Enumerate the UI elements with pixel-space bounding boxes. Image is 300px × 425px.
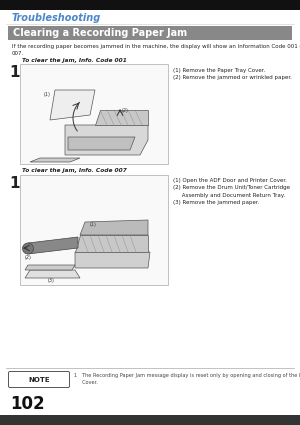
Bar (20, 175, 168, 285)
Polygon shape (68, 137, 135, 150)
Text: (2): (2) (122, 108, 129, 113)
Polygon shape (75, 252, 150, 268)
Bar (20, 64, 168, 164)
Polygon shape (30, 158, 80, 162)
Text: (1): (1) (90, 222, 97, 227)
Bar (0, 0, 300, 10)
Bar (0, 415, 300, 425)
Polygon shape (80, 220, 148, 235)
Text: 1: 1 (9, 176, 20, 191)
Polygon shape (50, 90, 95, 120)
Polygon shape (65, 125, 148, 155)
Text: To clear the jam, Info. Code 007: To clear the jam, Info. Code 007 (22, 168, 127, 173)
Text: (2): (2) (25, 255, 32, 260)
Polygon shape (28, 237, 78, 254)
Text: (3): (3) (48, 278, 55, 283)
Text: Troubleshooting: Troubleshooting (12, 13, 101, 23)
Text: If the recording paper becomes jammed in the machine, the display will show an I: If the recording paper becomes jammed in… (12, 44, 300, 56)
Text: To clear the jam, Info. Code 001: To clear the jam, Info. Code 001 (22, 58, 127, 63)
Text: (1): (1) (44, 92, 51, 97)
Polygon shape (25, 265, 75, 270)
Text: 102: 102 (10, 395, 45, 413)
Text: Clearing a Recording Paper Jam: Clearing a Recording Paper Jam (13, 28, 187, 38)
Text: NOTE: NOTE (28, 377, 50, 382)
Text: (1) Remove the Paper Tray Cover.
(2) Remove the jammed or wrinkled paper.: (1) Remove the Paper Tray Cover. (2) Rem… (173, 68, 292, 80)
Bar (8, 26, 292, 40)
Circle shape (22, 243, 34, 254)
Polygon shape (95, 110, 148, 125)
Polygon shape (75, 235, 148, 252)
Polygon shape (25, 270, 80, 278)
Text: (1) Open the ADF Door and Printer Cover.
(2) Remove the Drum Unit/Toner Cartridg: (1) Open the ADF Door and Printer Cover.… (173, 178, 290, 205)
FancyBboxPatch shape (8, 371, 70, 388)
Text: 1: 1 (9, 65, 20, 80)
Text: 1   The Recording Paper Jam message display is reset only by opening and closing: 1 The Recording Paper Jam message displa… (74, 373, 300, 385)
